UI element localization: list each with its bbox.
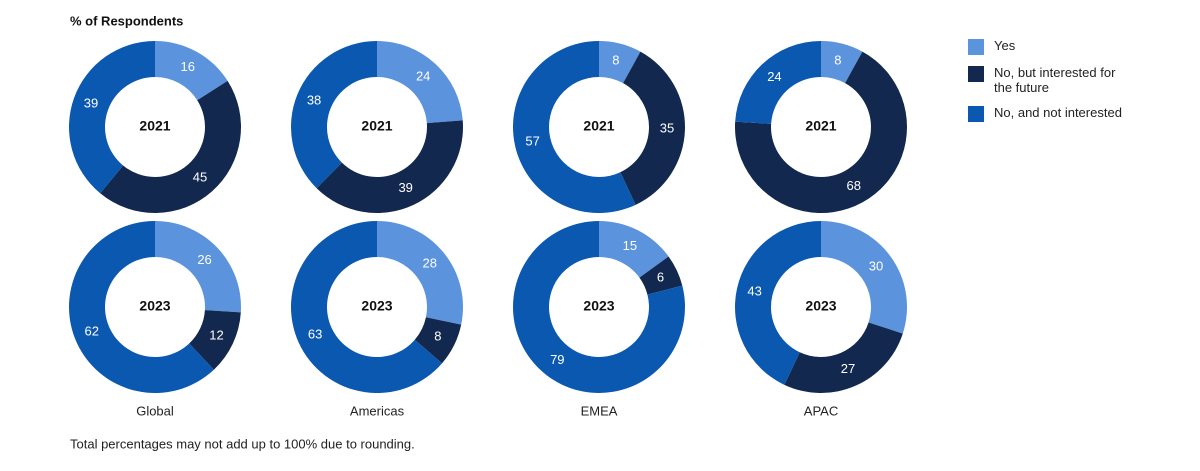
data-label: 35 [660,121,674,136]
region-label: Global [136,403,174,418]
legend-item: Yes [968,38,1168,55]
donut-segment [599,41,641,84]
center-label: 2021 [361,118,392,134]
donut-segment [68,41,155,194]
donut-segment [189,310,241,370]
data-label: 8 [434,329,441,344]
donut-segment [735,51,907,214]
legend-swatch [968,66,984,82]
legend-item: No, and not interested [968,105,1168,122]
data-label: 39 [398,180,412,195]
data-label: 38 [307,93,321,108]
legend-swatch [968,106,984,122]
legend-label: Yes [994,38,1016,53]
data-label: 43 [747,284,761,299]
data-label: 8 [612,53,619,68]
data-label: 39 [84,95,98,110]
donut-segment [414,317,462,364]
donut-segment [821,221,907,334]
donut-segment [512,221,685,394]
legend-label: No, but interested for the future [994,65,1116,95]
data-label: 16 [181,59,195,74]
donut-segment [155,41,228,101]
donut-segment [377,41,463,124]
data-label: 24 [416,69,430,84]
legend-label: No, and not interested [994,105,1122,120]
donut-segment [599,221,669,278]
donut-segment [100,80,241,213]
region-label: Americas [350,403,405,418]
data-label: 26 [197,252,211,267]
donut-segment [513,41,636,213]
center-label: 2023 [583,298,614,314]
center-label: 2023 [361,298,392,314]
legend-item: No, but interested for the future [968,65,1168,95]
region-label: APAC [804,403,838,418]
region-label: EMEA [581,403,618,418]
data-label: 30 [869,258,883,273]
center-label: 2021 [139,118,170,134]
center-label: 2021 [805,118,836,134]
data-label: 12 [209,327,223,342]
donut-segment [155,221,241,313]
center-label: 2021 [583,118,614,134]
data-label: 6 [657,269,664,284]
donut-segment [377,221,463,325]
donut-segment [68,221,214,394]
data-label: 63 [308,327,322,342]
donut-segment [735,221,821,385]
data-label: 15 [623,238,637,253]
data-label: 27 [841,361,855,376]
donut-segment [784,322,903,393]
center-label: 2023 [805,298,836,314]
legend-swatch [968,39,984,55]
donut-segment [735,41,821,124]
data-label: 45 [193,169,207,184]
footnote: Total percentages may not add up to 100%… [70,436,415,451]
donut-segment [639,256,683,295]
data-label: 28 [423,256,437,271]
data-label: 24 [767,69,781,84]
data-label: 79 [550,352,564,367]
data-label: 68 [847,178,861,193]
data-label: 8 [834,53,841,68]
center-label: 2023 [139,298,170,314]
donut-segment [291,41,377,189]
donut-segment [291,221,442,394]
donut-segment [620,51,685,205]
data-label: 57 [525,133,539,148]
donut-segment [821,41,863,84]
donut-segment [316,120,463,214]
legend: Yes No, but interested for the future No, … [968,38,1168,132]
chart-title: % of Respondents [70,13,183,28]
data-label: 62 [85,323,99,338]
